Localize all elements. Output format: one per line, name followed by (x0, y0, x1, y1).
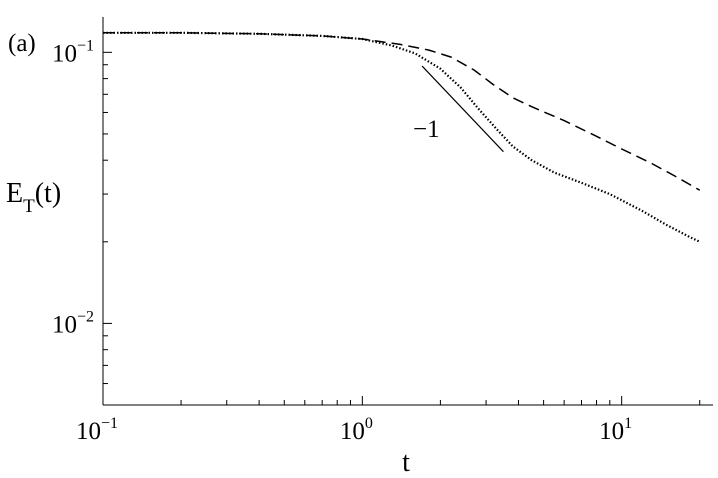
x-tick-label-base: 10 (340, 418, 365, 445)
y-axis-label-subscript: T (23, 196, 35, 217)
y-tick-label-base: 10 (52, 40, 77, 67)
slope-label: −1 (413, 116, 440, 143)
series-group (103, 31, 701, 243)
y-tick-label-exponent: −2 (77, 308, 94, 325)
x-tick-label: 10−1 (76, 415, 118, 445)
y-tick-label-base: 10 (52, 311, 77, 338)
x-tick-label-base: 10 (599, 418, 624, 445)
y-tick-label: 10−2 (52, 308, 94, 338)
x-tick-label: 101 (599, 415, 632, 445)
y-axis-label-tail: (t) (35, 178, 61, 209)
x-tick-label: 100 (340, 415, 373, 445)
x-tick-label-exponent: 0 (365, 415, 373, 432)
x-axis-label: t (402, 447, 410, 478)
axes-frame (102, 17, 713, 406)
y-tick-label-exponent: −1 (77, 37, 94, 54)
x-tick-label-exponent: −1 (101, 415, 118, 432)
y-tick-label: 10−1 (52, 37, 94, 67)
y-axis-label: ET(t) (6, 178, 61, 217)
x-tick-label-base: 10 (76, 418, 101, 445)
annotation-group: −1 (413, 65, 504, 153)
panel-label: (a) (8, 30, 36, 57)
series-line-dashed (103, 32, 701, 191)
y-axis-label-main: E (6, 178, 23, 209)
series-line-dotted (103, 31, 701, 243)
x-tick-label-exponent: 1 (624, 415, 632, 432)
slope-reference-line (421, 65, 504, 153)
